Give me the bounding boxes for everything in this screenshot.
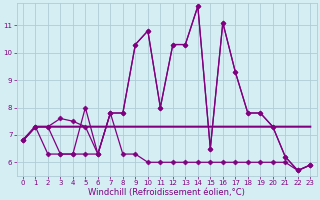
- X-axis label: Windchill (Refroidissement éolien,°C): Windchill (Refroidissement éolien,°C): [88, 188, 245, 197]
